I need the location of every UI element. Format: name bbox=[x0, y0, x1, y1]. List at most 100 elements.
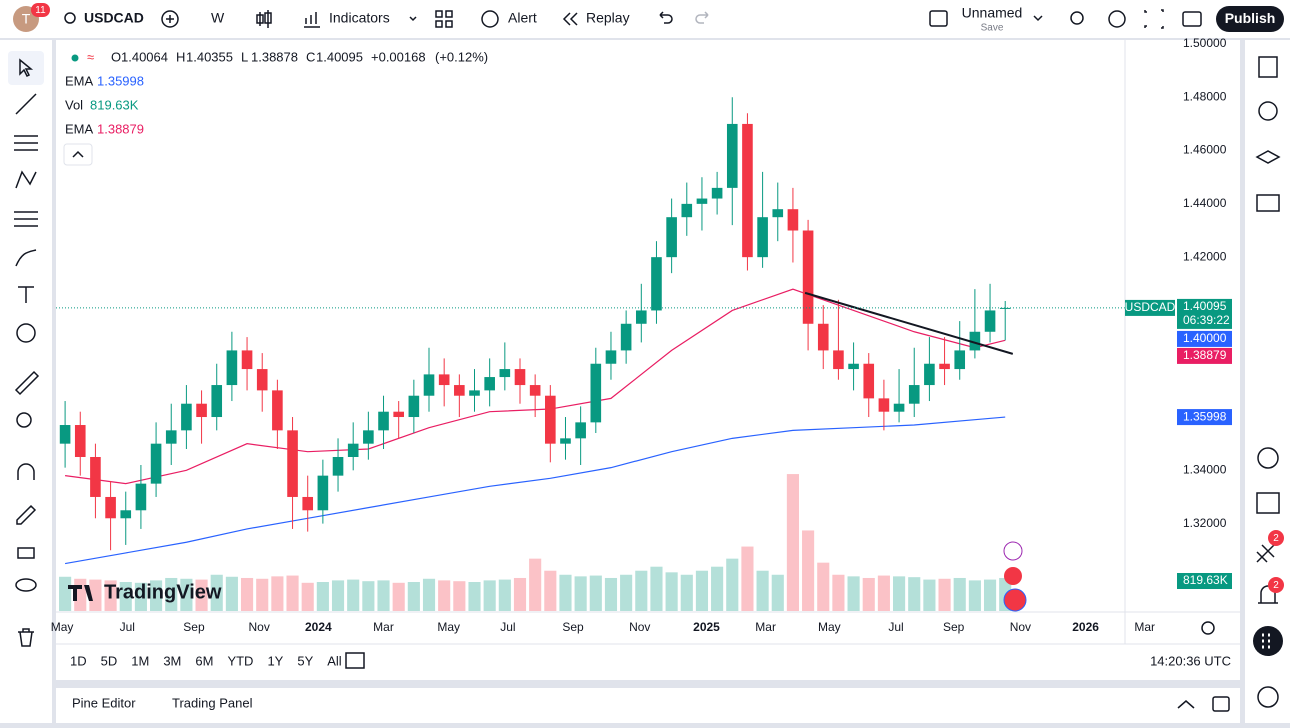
legend-key: L bbox=[241, 49, 248, 64]
badge bbox=[1268, 530, 1284, 546]
x-tick-label: Sep bbox=[183, 620, 205, 634]
layout-name[interactable]: Unnamed bbox=[962, 5, 1023, 21]
ema-label: EMA bbox=[65, 73, 94, 88]
volume-bar bbox=[301, 582, 314, 611]
fib-tool[interactable] bbox=[14, 135, 38, 151]
timeframe[interactable]: 1D bbox=[70, 653, 87, 668]
remove-tool[interactable] bbox=[18, 628, 34, 647]
timeframe[interactable]: 5D bbox=[101, 653, 118, 668]
timeframe[interactable]: 6M bbox=[195, 653, 213, 668]
chat-icon[interactable] bbox=[1256, 194, 1280, 212]
ideas-icon[interactable] bbox=[1257, 447, 1279, 469]
timeframe[interactable]: 1Y bbox=[267, 653, 283, 668]
lock-tool[interactable] bbox=[17, 547, 35, 559]
pattern-tool[interactable] bbox=[15, 170, 37, 189]
magnet-tool[interactable] bbox=[17, 463, 35, 480]
help-icon[interactable] bbox=[1257, 686, 1279, 708]
add-symbol-icon[interactable] bbox=[161, 10, 179, 28]
zoom-tool[interactable] bbox=[16, 412, 32, 428]
watchlist-icon[interactable] bbox=[1258, 56, 1278, 78]
candle-body bbox=[454, 385, 465, 396]
candle-body bbox=[181, 403, 192, 431]
timeframe[interactable]: 3M bbox=[163, 653, 181, 668]
date-range-icon[interactable] bbox=[345, 652, 365, 669]
legend-value: 1.40355 bbox=[186, 49, 233, 64]
redo-icon[interactable] bbox=[695, 11, 709, 24]
volume-bar bbox=[134, 582, 147, 611]
save-label[interactable]: Save bbox=[981, 23, 1004, 34]
timeframe[interactable]: 5Y bbox=[297, 653, 313, 668]
collapse-button[interactable] bbox=[63, 143, 93, 166]
settings-icon[interactable] bbox=[1108, 10, 1126, 28]
volume-bar bbox=[953, 577, 966, 611]
candle-body bbox=[165, 430, 177, 444]
replay-icon[interactable] bbox=[562, 12, 578, 26]
volume-bar bbox=[225, 576, 238, 611]
candle-body bbox=[772, 209, 784, 218]
layout-icon[interactable] bbox=[929, 10, 948, 27]
tab[interactable]: Trading Panel bbox=[172, 695, 253, 710]
quick-search-icon[interactable] bbox=[1070, 11, 1084, 25]
indicators[interactable]: Indicators bbox=[329, 10, 390, 26]
axis-settings[interactable] bbox=[1201, 621, 1215, 635]
tab[interactable]: Pine Editor bbox=[72, 695, 136, 710]
axes: 1.500001.480001.460001.440001.420001.360… bbox=[51, 36, 1232, 634]
fullscreen-icon[interactable] bbox=[1144, 9, 1164, 29]
x-tick-label: Mar bbox=[373, 620, 394, 634]
publish-button[interactable] bbox=[1216, 6, 1284, 32]
candle-body bbox=[211, 385, 223, 418]
volume-bar bbox=[726, 558, 739, 611]
timeframe[interactable]: YTD bbox=[227, 653, 253, 668]
volume-bar bbox=[786, 474, 799, 611]
expand-icon[interactable] bbox=[1177, 700, 1195, 709]
cursor-tool[interactable] bbox=[19, 58, 34, 78]
vol-value: 819.63K bbox=[90, 97, 139, 112]
indicators-icon[interactable] bbox=[304, 12, 320, 28]
candle-body bbox=[545, 395, 556, 444]
timeframe[interactable]: All bbox=[327, 653, 342, 668]
alert-icon[interactable] bbox=[481, 10, 499, 28]
forecast-tool[interactable] bbox=[14, 211, 38, 227]
data-window-icon[interactable] bbox=[1255, 150, 1281, 164]
brush-tool[interactable] bbox=[15, 249, 37, 267]
candle-body bbox=[90, 456, 101, 497]
calendar-icon[interactable] bbox=[1256, 492, 1280, 514]
candle-body bbox=[423, 374, 435, 396]
candle-body bbox=[817, 323, 829, 351]
volume-bar bbox=[210, 574, 223, 611]
alerts-icon[interactable] bbox=[1258, 101, 1278, 121]
templates-icon[interactable] bbox=[435, 10, 453, 28]
drawing-mode-tool[interactable] bbox=[16, 504, 37, 525]
volume-bar bbox=[347, 579, 360, 611]
alert[interactable]: Alert bbox=[508, 10, 537, 26]
candle-body bbox=[347, 443, 359, 457]
event-icon[interactable] bbox=[1003, 588, 1027, 612]
volume-bar bbox=[680, 574, 693, 611]
snapshot-icon[interactable] bbox=[1182, 11, 1202, 27]
text-tool[interactable] bbox=[18, 286, 34, 303]
trendline-tool[interactable] bbox=[15, 93, 37, 115]
replay[interactable]: Replay bbox=[586, 10, 630, 26]
volume-bar bbox=[529, 558, 542, 611]
event-icon[interactable] bbox=[1003, 541, 1023, 561]
candle-type-icon[interactable] bbox=[256, 10, 272, 28]
ema-value: 1.38879 bbox=[97, 121, 144, 136]
candle-body bbox=[742, 123, 753, 258]
candle-body bbox=[999, 307, 1011, 309]
candle-body bbox=[272, 390, 283, 431]
volume-bar bbox=[286, 575, 299, 611]
volume-bar bbox=[665, 572, 678, 611]
emoji-tool[interactable] bbox=[16, 323, 36, 343]
maximize-icon[interactable] bbox=[1212, 696, 1230, 712]
ruler-tool[interactable] bbox=[14, 370, 40, 396]
search-icon[interactable] bbox=[64, 12, 76, 24]
symbol[interactable]: USDCAD bbox=[84, 10, 144, 26]
volume-bar bbox=[635, 570, 648, 611]
event-icon[interactable] bbox=[1004, 567, 1022, 585]
candle-body bbox=[848, 363, 859, 370]
timeframe[interactable]: 1M bbox=[131, 653, 149, 668]
hide-tool[interactable] bbox=[15, 578, 37, 592]
interval[interactable]: W bbox=[211, 10, 225, 26]
candle-body bbox=[499, 369, 511, 378]
undo-icon[interactable] bbox=[659, 11, 673, 24]
